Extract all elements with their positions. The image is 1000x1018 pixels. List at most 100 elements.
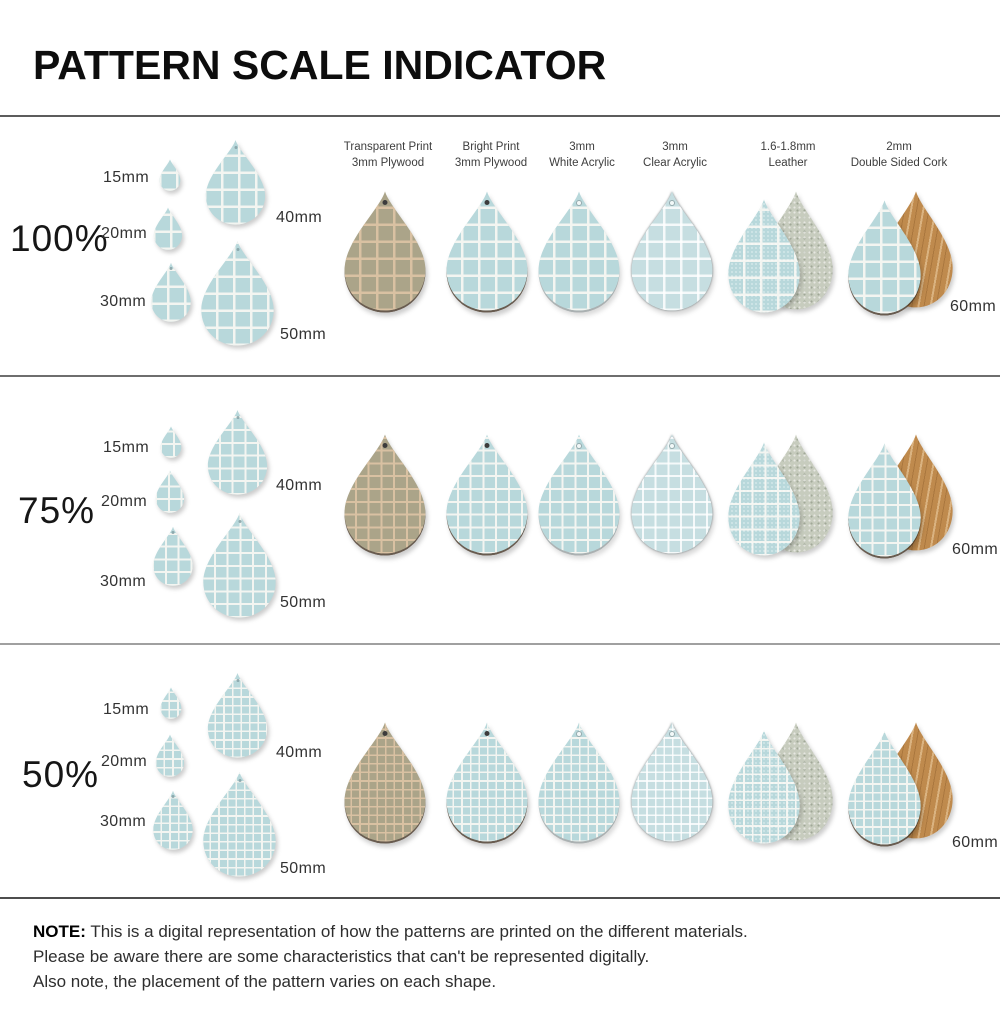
header-line1: Transparent Print bbox=[343, 141, 433, 153]
note-block: NOTE: This is a digital representation o… bbox=[33, 919, 748, 994]
scale-label: 100% bbox=[10, 218, 109, 259]
teardrop-15mm bbox=[160, 687, 182, 719]
header-line1: 2mm bbox=[886, 141, 912, 153]
teardrop-30mm bbox=[152, 790, 194, 850]
hang-hole bbox=[172, 795, 175, 798]
size-label-60mm: 60mm bbox=[950, 298, 997, 315]
size-label-40mm: 40mm bbox=[276, 744, 323, 761]
teardrop-transparent-plywood bbox=[342, 721, 428, 842]
teardrop-50mm bbox=[201, 771, 278, 877]
divider-row1-row2 bbox=[0, 375, 1000, 377]
size-label-20mm: 20mm bbox=[101, 753, 148, 770]
teardrop-cork-front bbox=[846, 199, 923, 314]
hang-hole bbox=[383, 731, 388, 736]
scale-label: 75% bbox=[18, 490, 96, 531]
row-100-percent: 100% 15mm 20mm 30mm 40mm 50mm 60mm bbox=[0, 18, 1000, 1018]
teardrop-40mm bbox=[206, 672, 269, 758]
divider-bottom bbox=[0, 897, 1000, 899]
hang-hole bbox=[238, 779, 241, 782]
size-label-50mm: 50mm bbox=[280, 326, 327, 343]
hang-hole bbox=[576, 443, 582, 449]
teardrop-20mm bbox=[155, 734, 185, 777]
teardrop-white-acrylic bbox=[536, 190, 622, 311]
teardrop-white-acrylic bbox=[536, 721, 622, 842]
hang-hole bbox=[238, 520, 241, 523]
header-leather: 1.6-1.8mm Leather bbox=[726, 140, 850, 171]
hang-hole bbox=[172, 531, 175, 534]
header-cork: 2mm Double Sided Cork bbox=[837, 140, 961, 171]
teardrop-20mm bbox=[155, 470, 185, 513]
scale-label: 50% bbox=[22, 754, 100, 795]
row-50-percent: 50% 15mm 20mm 30mm 40mm 50mm 60mm bbox=[0, 18, 1000, 1018]
hang-hole bbox=[485, 200, 490, 205]
header-transparent-plywood: Transparent Print 3mm Plywood bbox=[326, 140, 450, 171]
hang-hole bbox=[669, 200, 675, 206]
header-bright-plywood: Bright Print 3mm Plywood bbox=[429, 140, 553, 171]
header-line2: White Acrylic bbox=[549, 156, 615, 169]
teardrop-clear-acrylic bbox=[629, 721, 715, 842]
hang-hole bbox=[383, 200, 388, 205]
size-label-30mm: 30mm bbox=[100, 813, 147, 830]
teardrop-bright-plywood bbox=[444, 721, 530, 842]
note-label: NOTE: bbox=[33, 922, 86, 941]
teardrop-transparent-plywood bbox=[342, 433, 428, 554]
teardrop-white-acrylic bbox=[536, 433, 622, 554]
divider-top bbox=[0, 115, 1000, 117]
hang-hole bbox=[485, 443, 490, 448]
teardrop-leather-front bbox=[726, 729, 802, 844]
teardrop-40mm bbox=[206, 409, 269, 495]
teardrop-50mm bbox=[201, 512, 278, 618]
teardrop-50mm bbox=[199, 240, 276, 346]
hang-hole bbox=[576, 731, 582, 737]
hang-hole bbox=[669, 731, 675, 737]
teardrop-40mm bbox=[204, 139, 267, 225]
teardrop-20mm bbox=[153, 207, 183, 250]
size-label-40mm: 40mm bbox=[276, 209, 323, 226]
header-line1: 3mm bbox=[662, 141, 688, 153]
hang-hole bbox=[383, 443, 388, 448]
hang-hole bbox=[669, 443, 675, 449]
page-title: PATTERN SCALE INDICATOR bbox=[33, 42, 607, 88]
teardrop-15mm bbox=[160, 426, 182, 458]
header-line1: 1.6-1.8mm bbox=[760, 141, 816, 153]
divider-row2-row3 bbox=[0, 643, 1000, 645]
size-label-50mm: 50mm bbox=[280, 594, 327, 611]
teardrop-leather-front bbox=[726, 198, 802, 313]
row-75-percent: 75% 15mm 20mm 30mm 40mm 50mm 60mm bbox=[0, 18, 1000, 1018]
header-line2: 3mm Plywood bbox=[351, 156, 425, 169]
header-clear-acrylic: 3mm Clear Acrylic bbox=[613, 140, 737, 171]
hang-hole bbox=[485, 731, 490, 736]
teardrop-clear-acrylic bbox=[629, 190, 715, 311]
header-white-acrylic: 3mm White Acrylic bbox=[520, 140, 644, 171]
teardrop-cork-front bbox=[846, 442, 923, 557]
size-label-15mm: 15mm bbox=[103, 169, 150, 186]
size-label-15mm: 15mm bbox=[103, 701, 150, 718]
hang-hole bbox=[236, 248, 239, 251]
header-line2: 3mm Plywood bbox=[454, 156, 528, 169]
size-label-40mm: 40mm bbox=[276, 477, 323, 494]
teardrop-30mm bbox=[152, 526, 194, 586]
teardrop-transparent-plywood bbox=[342, 190, 428, 311]
hang-hole bbox=[170, 267, 173, 270]
size-label-20mm: 20mm bbox=[101, 493, 148, 510]
size-label-30mm: 30mm bbox=[100, 293, 147, 310]
size-label-60mm: 60mm bbox=[952, 834, 999, 851]
header-line1: 3mm bbox=[569, 141, 595, 153]
note-line-1: NOTE: This is a digital representation o… bbox=[33, 919, 748, 944]
size-label-20mm: 20mm bbox=[101, 225, 148, 242]
header-line2: Leather bbox=[768, 156, 808, 169]
column-headers: Transparent Print 3mm Plywood Bright Pri… bbox=[0, 18, 1000, 1018]
header-line2: Double Sided Cork bbox=[850, 156, 948, 169]
hang-hole bbox=[234, 146, 237, 149]
size-label-30mm: 30mm bbox=[100, 573, 147, 590]
size-label-15mm: 15mm bbox=[103, 439, 150, 456]
size-label-60mm: 60mm bbox=[952, 541, 999, 558]
note-line-2: Please be aware there are some character… bbox=[33, 947, 650, 966]
teardrop-15mm bbox=[159, 159, 181, 191]
teardrop-bright-plywood bbox=[444, 433, 530, 554]
header-line1: Bright Print bbox=[462, 141, 520, 153]
hang-hole bbox=[236, 416, 239, 419]
teardrop-leather-front bbox=[726, 441, 802, 556]
teardrop-clear-acrylic bbox=[629, 433, 715, 554]
teardrop-bright-plywood bbox=[444, 190, 530, 311]
